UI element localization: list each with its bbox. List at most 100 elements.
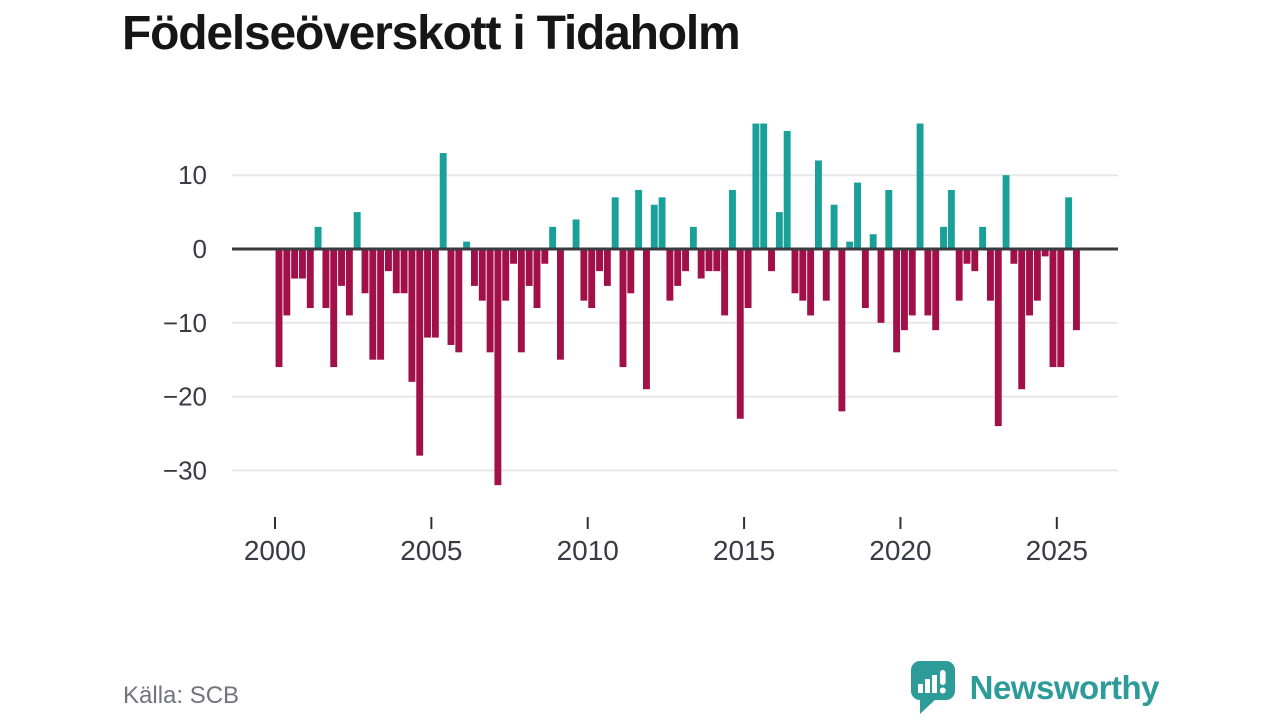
bar-negative xyxy=(643,249,650,390)
bar-negative xyxy=(1010,249,1018,264)
bar-positive xyxy=(885,189,893,249)
bar-negative xyxy=(924,249,932,316)
x-axis-tick-label: 2010 xyxy=(557,535,619,566)
bar-negative xyxy=(807,249,815,316)
bar-negative xyxy=(674,249,682,286)
bar-negative xyxy=(986,249,994,301)
bar-negative xyxy=(893,249,901,353)
bar-negative xyxy=(533,249,541,309)
bar-negative xyxy=(345,249,353,316)
bar-negative xyxy=(799,249,807,301)
bar-positive xyxy=(635,189,643,249)
bar-negative xyxy=(455,249,463,353)
bar-negative xyxy=(666,249,674,301)
bar-negative xyxy=(431,249,439,338)
bar-negative xyxy=(744,249,752,309)
bar-negative xyxy=(557,249,564,360)
bar-negative xyxy=(791,249,799,294)
bar-positive xyxy=(830,204,838,249)
bar-negative xyxy=(736,249,744,419)
bar-negative xyxy=(580,249,588,301)
bar-positive xyxy=(940,226,947,249)
bar-negative xyxy=(541,249,549,264)
bar-positive xyxy=(353,212,361,249)
bar-positive xyxy=(947,189,955,249)
bar-negative xyxy=(408,249,416,382)
bar-negative xyxy=(510,249,517,264)
newsworthy-logo-icon xyxy=(910,661,955,714)
x-axis-tick-label: 2020 xyxy=(869,535,931,566)
bar-positive xyxy=(549,226,557,249)
bar-negative xyxy=(291,249,299,279)
bar-negative xyxy=(478,249,486,301)
bar-negative xyxy=(963,249,971,264)
bar-negative xyxy=(494,249,502,486)
bar-negative xyxy=(338,249,345,286)
bar-negative xyxy=(994,249,1002,427)
birth-surplus-bar-chart: 10 0 −10 −20 −30 2000 2005 2010 2015 2020 2025 xyxy=(163,123,1118,566)
bar-negative xyxy=(275,249,283,368)
bar-negative xyxy=(369,249,377,360)
bar-negative xyxy=(385,249,392,272)
bar-negative xyxy=(627,249,635,294)
x-axis-tick-label: 2000 xyxy=(244,535,306,566)
bar-negative xyxy=(1041,249,1049,257)
bar-negative xyxy=(705,249,713,272)
x-axis-tick-label: 2025 xyxy=(1026,535,1088,566)
bar-negative xyxy=(1026,249,1033,316)
bar-negative xyxy=(416,249,424,456)
y-axis-tick-label: −20 xyxy=(163,382,207,412)
x-axis-tick-label: 2005 xyxy=(400,535,462,566)
bar-positive xyxy=(854,182,861,249)
bar-negative xyxy=(299,249,306,279)
bar-negative xyxy=(861,249,869,309)
bar-negative xyxy=(322,249,330,309)
bar-negative xyxy=(471,249,478,286)
bar-negative xyxy=(392,249,400,294)
bar-positive xyxy=(658,197,666,249)
bar-positive xyxy=(760,123,768,249)
y-axis-tick-label: 10 xyxy=(178,160,207,190)
bar-positive xyxy=(814,160,822,249)
bar-positive xyxy=(752,123,760,249)
bar-positive xyxy=(611,197,619,249)
bar-positive xyxy=(1065,197,1073,249)
bar-negative xyxy=(697,249,705,279)
bar-negative xyxy=(603,249,611,286)
bar-negative xyxy=(955,249,963,301)
bar-negative xyxy=(877,249,885,323)
bar-negative xyxy=(517,249,525,353)
bar-negative xyxy=(713,249,721,272)
bar-positive xyxy=(463,241,471,249)
bar-negative xyxy=(486,249,494,353)
bar-positive xyxy=(728,189,736,249)
bar-negative xyxy=(1018,249,1026,390)
bar-negative xyxy=(361,249,369,294)
newsworthy-brand: Newsworthy xyxy=(910,661,1160,715)
bar-positive xyxy=(916,123,924,249)
bar-positive xyxy=(650,204,658,249)
bar-positive xyxy=(314,226,322,249)
bar-positive xyxy=(775,212,783,249)
bar-negative xyxy=(502,249,510,301)
bar-negative xyxy=(330,249,338,368)
bar-negative xyxy=(400,249,408,294)
bar-negative xyxy=(768,249,775,272)
bar-negative xyxy=(1033,249,1041,301)
bar-negative xyxy=(822,249,830,301)
y-axis-tick-label: −30 xyxy=(163,455,207,485)
bar-negative xyxy=(721,249,729,316)
bar-positive xyxy=(572,219,580,249)
bar-negative xyxy=(525,249,533,286)
bar-negative xyxy=(424,249,431,338)
source-label: Källa: SCB xyxy=(123,682,240,709)
bar-positive xyxy=(846,241,854,249)
bar-positive xyxy=(689,226,697,249)
bar-positive xyxy=(1002,175,1010,249)
bar-negative xyxy=(1057,249,1065,368)
bar-positive xyxy=(783,130,791,249)
chart-title: Födelseöverskott i Tidaholm xyxy=(122,7,741,60)
y-axis-tick-label: 0 xyxy=(193,234,207,264)
bar-positive xyxy=(439,153,447,249)
bar-negative xyxy=(619,249,627,368)
